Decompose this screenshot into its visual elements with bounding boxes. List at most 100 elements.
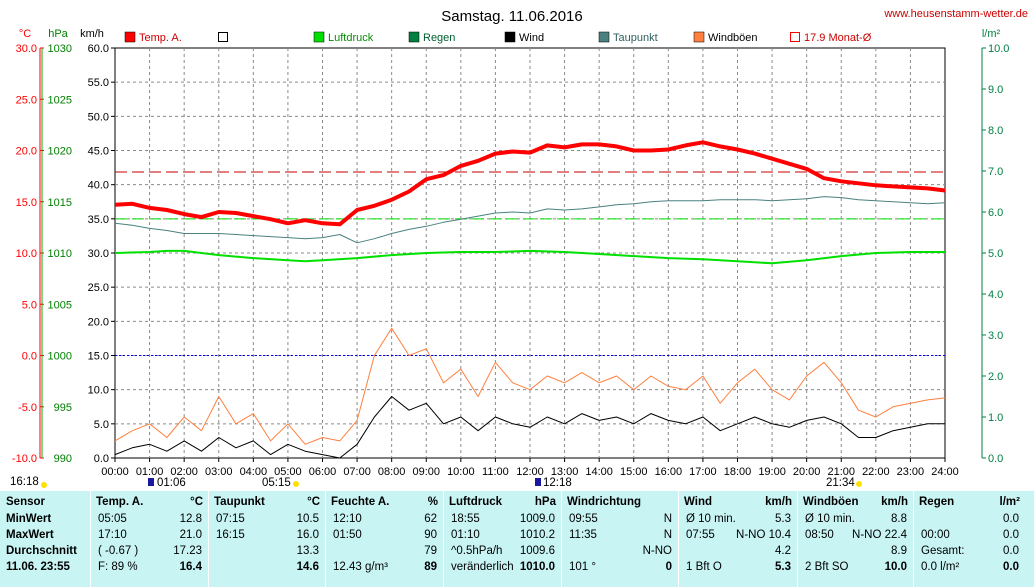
stats-cell-value: 5.3 bbox=[775, 513, 791, 525]
temp-tick-label: 10.0 bbox=[16, 248, 37, 260]
wind-tick-label: 20.0 bbox=[88, 316, 109, 328]
stats-row-label: 11.06. 23:55 bbox=[6, 561, 70, 573]
wind-tick-label: 25.0 bbox=[88, 282, 109, 294]
stats-cell-label: 12.43 g/m³ bbox=[333, 561, 388, 573]
x-tick-label: 13:00 bbox=[551, 466, 579, 478]
x-tick-label: 16:00 bbox=[655, 466, 683, 478]
wind-tick-label: 50.0 bbox=[88, 111, 109, 123]
x-tick-label: 12:00 bbox=[516, 466, 544, 478]
stats-cell-value: 10.0 bbox=[884, 561, 907, 573]
press-tick-label: 1030 bbox=[48, 43, 72, 55]
legend-swatch bbox=[124, 31, 136, 43]
stats-cell-value: 17.23 bbox=[173, 545, 202, 557]
stats-cell-label: 01:50 bbox=[333, 529, 362, 541]
column-separator bbox=[913, 491, 914, 587]
stats-cell-value: 10.5 bbox=[296, 513, 319, 525]
sunrise-icon bbox=[293, 481, 299, 487]
temp-tick-label: 15.0 bbox=[16, 197, 37, 209]
stats-cell-label: Ø 10 min. bbox=[686, 513, 736, 525]
stats-cell-label: 16:15 bbox=[216, 529, 245, 541]
stats-cell-label: Gesamt: bbox=[921, 545, 965, 557]
stats-cell-value: N-NO 22.4 bbox=[852, 529, 907, 541]
legend-label: Luftdruck bbox=[328, 32, 374, 44]
rain-tick-label: 2.0 bbox=[988, 371, 1003, 383]
stats-cell-value: 0.0 bbox=[1003, 561, 1019, 573]
stats-cell-value: N-NO bbox=[642, 545, 672, 557]
stats-cell-label: Ø 10 min. bbox=[805, 513, 855, 525]
stats-header: Feuchte A. bbox=[331, 496, 390, 508]
chart-plot-area bbox=[114, 140, 946, 459]
temp-tick-label: 0.0 bbox=[22, 351, 37, 363]
wind-tick-label: 55.0 bbox=[88, 77, 109, 89]
website-label[interactable]: www.heusenstamm-wetter.de bbox=[883, 8, 1028, 20]
press-tick-label: 1000 bbox=[48, 351, 72, 363]
press-tick-label: 1005 bbox=[48, 299, 72, 311]
wind-tick-label: 15.0 bbox=[88, 351, 109, 363]
x-tick-label: 21:00 bbox=[827, 466, 855, 478]
stats-cell-value: 0.0 bbox=[1003, 545, 1019, 557]
x-tick-label: 00:00 bbox=[101, 466, 129, 478]
x-tick-label: 06:00 bbox=[309, 466, 337, 478]
x-tick-label: 02:00 bbox=[170, 466, 198, 478]
chart-axes: 60.0 55.0 50.0 45.0 40.0 35.0 30.0 25.0 20.0 15.0… bbox=[12, 43, 1010, 465]
x-tick-label: 19:00 bbox=[758, 466, 786, 478]
stats-cell-label: 12:10 bbox=[333, 513, 362, 525]
moonrise-icon bbox=[148, 478, 154, 486]
stats-cell-label: F: 89 % bbox=[98, 561, 138, 573]
stats-header: Windböen bbox=[803, 496, 859, 508]
stats-cell-value: N bbox=[663, 529, 672, 541]
legend-swatch bbox=[218, 32, 228, 42]
rain-tick-label: 10.0 bbox=[988, 43, 1009, 55]
column-separator bbox=[561, 491, 562, 587]
wind-tick-label: 0.0 bbox=[94, 453, 109, 465]
stats-cell-label: 1 Bft O bbox=[686, 561, 722, 573]
stats-row-label: MaxWert bbox=[6, 529, 54, 541]
stats-cell-label: ( -0.67 ) bbox=[98, 545, 139, 557]
stats-cell-value: 16.4 bbox=[179, 561, 202, 573]
left-time-label: 16:18 bbox=[10, 476, 39, 488]
moonrise-label: 01:06 bbox=[157, 477, 186, 489]
sun-icon bbox=[41, 482, 47, 488]
unit-rain: l/m² bbox=[982, 28, 1001, 40]
x-tick-label: 10:00 bbox=[447, 466, 475, 478]
stats-cell-value: 1010.2 bbox=[519, 529, 555, 541]
temp-tick-label: 20.0 bbox=[16, 146, 37, 158]
rain-tick-label: 1.0 bbox=[988, 412, 1003, 424]
wind-tick-label: 60.0 bbox=[88, 43, 109, 55]
column-separator bbox=[797, 491, 798, 587]
stats-cell-value: 1009.0 bbox=[519, 513, 555, 525]
legend-swatch bbox=[313, 31, 325, 43]
stats-cell-value: 62 bbox=[424, 513, 437, 525]
stats-header-unit: km/h bbox=[765, 496, 792, 508]
rain-tick-label: 9.0 bbox=[988, 84, 1003, 96]
legend-swatch bbox=[598, 31, 610, 43]
wind-tick-label: 35.0 bbox=[88, 214, 109, 226]
stats-cell-label: 0.0 l/m² bbox=[921, 561, 960, 573]
stats-cell-value: 8.9 bbox=[891, 545, 907, 557]
stats-cell-value: 5.3 bbox=[775, 561, 791, 573]
stats-cell-label: ^0.5hPa/h bbox=[451, 545, 503, 557]
x-tick-label: 08:00 bbox=[378, 466, 406, 478]
stats-cell-value: 14.6 bbox=[296, 561, 319, 573]
x-tick-label: 07:00 bbox=[343, 466, 371, 478]
stats-header-unit: °C bbox=[190, 496, 203, 508]
x-tick-label: 20:00 bbox=[793, 466, 821, 478]
x-tick-label: 03:00 bbox=[205, 466, 233, 478]
stats-cell-value: 90 bbox=[424, 529, 437, 541]
x-tick-label: 23:00 bbox=[897, 466, 925, 478]
stats-header: Windrichtung bbox=[567, 496, 641, 508]
weather-chart: Samstag. 11.06.2016 www.heusenstamm-wett… bbox=[12, 8, 1028, 478]
stats-cell-label: 00:00 bbox=[921, 529, 950, 541]
rain-tick-label: 6.0 bbox=[988, 207, 1003, 219]
press-tick-label: 1015 bbox=[48, 197, 72, 209]
rain-tick-label: 8.0 bbox=[988, 125, 1003, 137]
legend-swatch bbox=[790, 32, 800, 42]
x-tick-label: 22:00 bbox=[862, 466, 890, 478]
moonset-label: 12:18 bbox=[543, 477, 572, 489]
x-tick-label: 15:00 bbox=[620, 466, 648, 478]
press-tick-label: 1010 bbox=[48, 248, 72, 260]
stats-cell-label: 101 ° bbox=[569, 561, 596, 573]
press-tick-label: 990 bbox=[54, 453, 72, 465]
column-separator bbox=[325, 491, 326, 587]
chart-legend: Temp. A. Luftdruck Regen Wind Taupunkt Windbö… bbox=[124, 31, 872, 44]
